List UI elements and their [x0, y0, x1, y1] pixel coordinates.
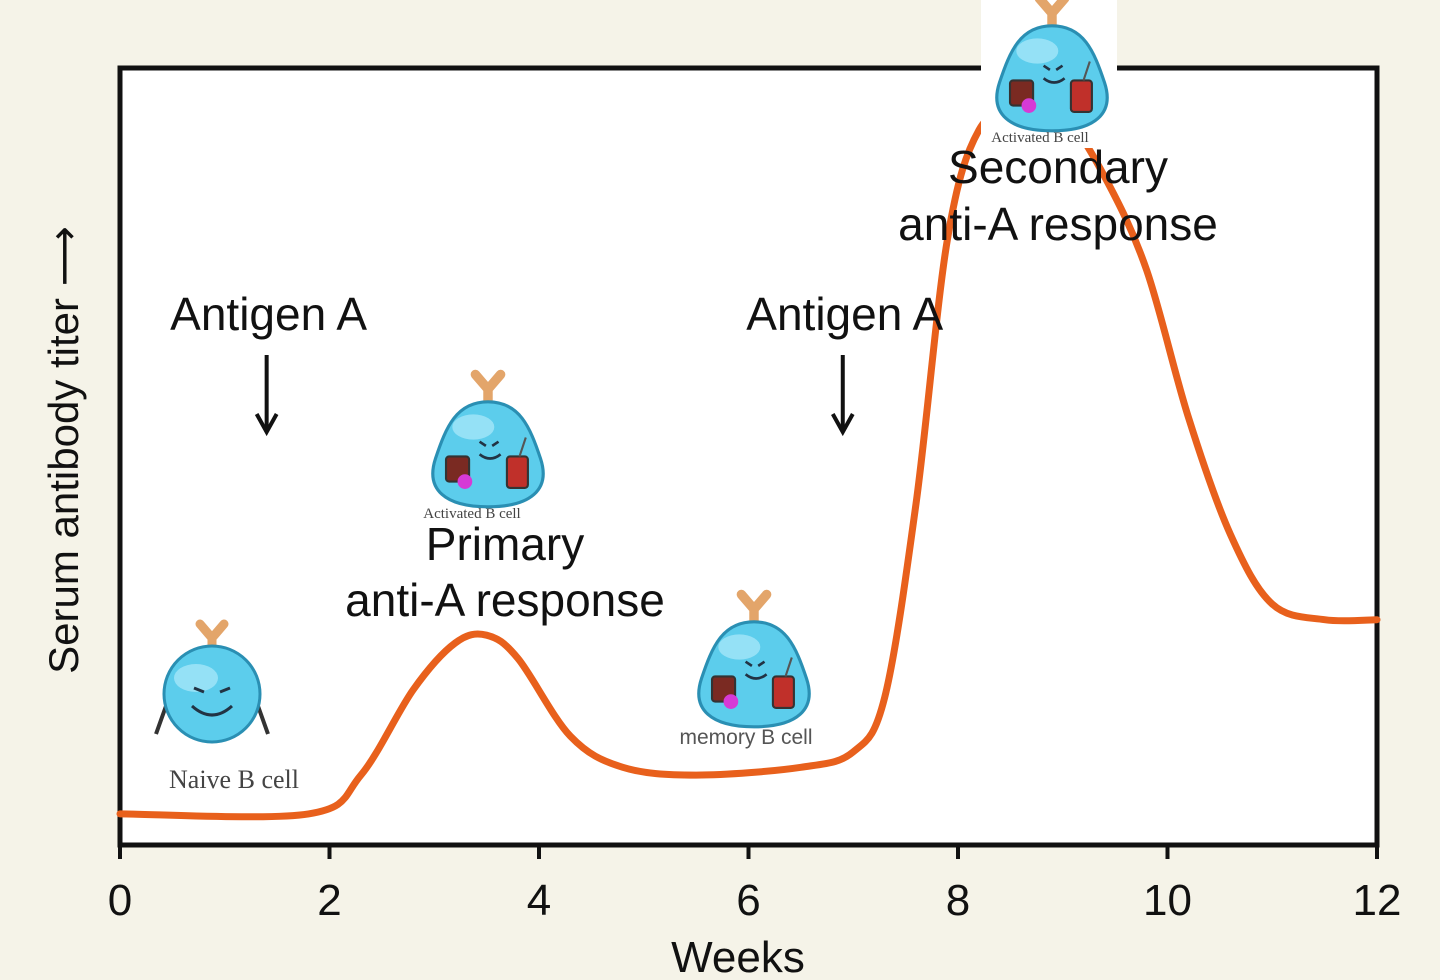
memory-cell-icon-straw: [784, 657, 793, 677]
memory-cell-icon-highlight: [718, 634, 761, 660]
naive-cell-icon-eyes: [193, 686, 231, 694]
memory-cell-icon-eyes: [744, 660, 766, 667]
activated-cell-1-icon-straw: [518, 437, 527, 457]
activated-cell-2-icon-smile: [1042, 77, 1066, 84]
primary-label-line2: anti-A response: [345, 574, 665, 626]
x-tick-label-6: 6: [736, 876, 760, 925]
activated-cell-2-icon-candy: [1021, 98, 1037, 113]
x-axis-label: Weeks: [671, 933, 805, 980]
x-tick-label-12: 12: [1353, 876, 1402, 925]
activated-cell-1-icon-candy: [457, 474, 473, 489]
naive-cell-icon-body: [162, 644, 262, 744]
activated-cell-1-icon: [431, 369, 545, 509]
memory-cell-label: memory B cell: [679, 726, 812, 749]
activated-cell-1-icon-eyes: [478, 440, 500, 447]
activated-cell-2-label: Activated B cell: [991, 130, 1088, 146]
naive-cell-icon-smile: [190, 704, 234, 717]
x-tick-label-2: 2: [317, 876, 341, 925]
antigen-1-arrowhead: [254, 413, 279, 437]
memory-cell-icon: [697, 589, 811, 729]
activated-cell-1-icon-smile: [478, 453, 502, 460]
secondary-label-line1: Secondary: [948, 141, 1168, 193]
activated-cell-1-icon-cup: [505, 455, 529, 489]
x-tick-label-10: 10: [1143, 876, 1192, 925]
x-tick-label-8: 8: [946, 876, 970, 925]
axes-layer: 0 2 4 6 8 10 12: [108, 845, 1402, 925]
series-line-0: [116, 101, 1381, 821]
curve-layer: [116, 101, 1381, 821]
x-tick-label-0: 0: [108, 876, 132, 925]
activated-cell-1-icon-highlight: [452, 414, 495, 440]
antigen-2-arrowhead: [831, 413, 855, 437]
naive-cell-icon-limbs: [154, 705, 270, 735]
memory-cell-icon-candy: [723, 694, 739, 709]
antigen-2-label: Antigen A: [746, 288, 943, 340]
naive-cell-icon: [154, 619, 270, 744]
activated-cell-1-label: Activated B cell: [423, 506, 520, 522]
x-tick-label-4: 4: [527, 876, 551, 925]
y-axis-label: Serum antibody titer ⟶: [40, 226, 87, 674]
primary-label-line1: Primary: [426, 518, 584, 570]
activated-cell-2-icon: [995, 0, 1109, 133]
naive-cell-label: Naive B cell: [169, 765, 299, 794]
naive-cell-icon-highlight: [174, 664, 218, 692]
antigen-1-label: Antigen A: [170, 288, 367, 340]
activated-cell-2-icon-eyes: [1042, 64, 1064, 71]
activated-cell-2-icon-cup: [1069, 79, 1093, 113]
memory-cell-icon-cup: [771, 675, 795, 709]
activated-cell-2-icon-straw: [1082, 61, 1091, 81]
cells-layer: Naive B cell Activated B cell memory B cel…: [154, 0, 1117, 794]
memory-cell-icon-smile: [744, 673, 768, 680]
secondary-label-line2: anti-A response: [898, 198, 1218, 250]
activated-cell-2-icon-highlight: [1016, 38, 1059, 64]
